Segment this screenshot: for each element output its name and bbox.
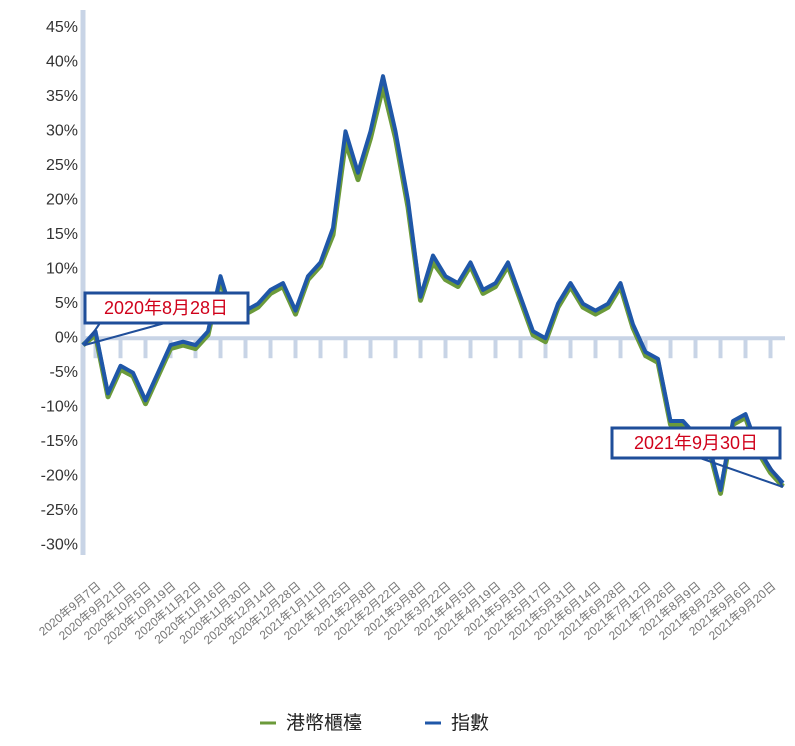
y-tick-label: 5% <box>55 295 78 312</box>
annotation: 2020年8月28日 <box>104 298 228 318</box>
legend-label: 指數 <box>451 712 489 734</box>
y-tick-label: 20% <box>46 192 78 209</box>
lines <box>81 74 785 496</box>
callout <box>84 322 166 346</box>
series-line <box>81 74 785 492</box>
y-tick-label: 0% <box>55 329 78 346</box>
annotations: 2020年8月28日 2021年9月30日 <box>83 291 784 488</box>
y-tick-label: -10% <box>41 398 78 415</box>
callout <box>84 322 101 346</box>
legend-label: 港幣櫃檯 <box>286 712 362 734</box>
y-tick-label: 10% <box>46 260 78 277</box>
annotation-box <box>610 426 782 460</box>
callout <box>764 457 784 488</box>
y-tick-label: -30% <box>41 536 78 553</box>
y-tick-label: 45% <box>46 19 78 36</box>
y-tick-label: -25% <box>41 502 78 519</box>
y-tick-label: -5% <box>50 364 78 381</box>
y-tick-label: 35% <box>46 88 78 105</box>
callout <box>699 457 784 488</box>
y-tick-label: 25% <box>46 157 78 174</box>
y-tick-label: -20% <box>41 467 78 484</box>
grid: 45% 40% 35% 30% 25% 20% 15% 10% 5% 0% -5% -10% -15% -… <box>36 19 785 647</box>
y-tick-label: -15% <box>41 433 78 450</box>
y-tick-label: 15% <box>46 226 78 243</box>
annotation-box <box>83 291 250 325</box>
y-tick-label: 30% <box>46 123 78 140</box>
y-tick-label: 40% <box>46 54 78 71</box>
legend: 港幣櫃檯 指數 <box>260 712 489 734</box>
annotation: 2021年9月30日 <box>634 433 758 453</box>
